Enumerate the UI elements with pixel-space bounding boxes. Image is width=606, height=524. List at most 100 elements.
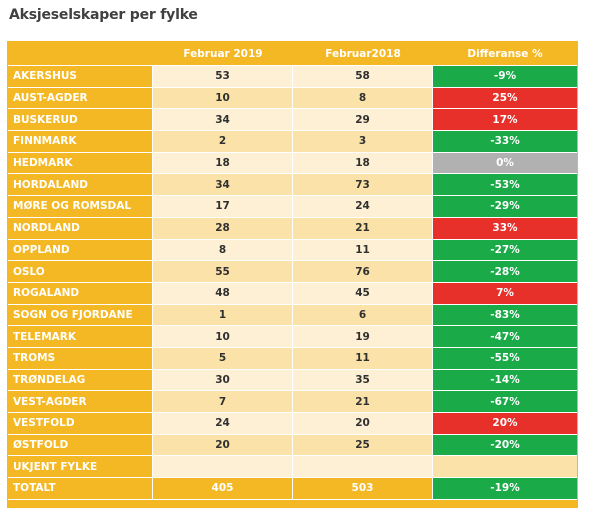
county-name: TROMS — [8, 347, 153, 370]
value-february-2018: 3 — [293, 131, 433, 153]
county-name: SOGN OG FJORDANE — [8, 304, 153, 327]
value-february-2018 — [293, 456, 433, 479]
table-row: BUSKERUD 34 29 17% — [8, 109, 577, 132]
value-february-2018: 21 — [293, 217, 433, 240]
difference-badge: -83% — [433, 304, 577, 327]
value-february-2019: 34 — [153, 174, 293, 197]
value-february-2018: 11 — [293, 239, 433, 262]
difference-badge: -20% — [433, 434, 577, 457]
value-february-2018: 18 — [293, 152, 433, 175]
value-february-2018: 76 — [293, 261, 433, 283]
value-february-2018: 45 — [293, 282, 433, 305]
table-row: AUST-AGDER 10 8 25% — [8, 87, 577, 110]
table-row: UKJENT FYLKE — [8, 456, 577, 479]
total-difference-badge: -19% — [433, 478, 577, 500]
table-row: OPPLAND 8 11 -27% — [8, 239, 577, 262]
county-name: HEDMARK — [8, 152, 153, 175]
value-february-2018: 24 — [293, 196, 433, 218]
value-february-2018: 73 — [293, 174, 433, 197]
table-row: VEST-AGDER 7 21 -67% — [8, 391, 577, 413]
value-february-2018: 58 — [293, 66, 433, 88]
county-name: AKERSHUS — [8, 66, 153, 88]
value-february-2019: 18 — [153, 152, 293, 175]
county-name: OSLO — [8, 261, 153, 283]
table-row: HORDALAND 34 73 -53% — [8, 174, 577, 197]
difference-badge: 0% — [433, 152, 577, 175]
value-february-2019: 10 — [153, 87, 293, 110]
difference-badge: -53% — [433, 174, 577, 197]
table-body: AKERSHUS 53 58 -9% AUST-AGDER 10 8 25% BUSKERUD 3… — [8, 66, 577, 500]
value-february-2019: 53 — [153, 66, 293, 88]
table-row: FINNMARK 2 3 -33% — [8, 131, 577, 153]
total-row: TOTALT 405 503 -19% — [8, 478, 577, 500]
table-row: MØRE OG ROMSDAL 17 24 -29% — [8, 196, 577, 218]
value-february-2019: 17 — [153, 196, 293, 218]
county-name: TELEMARK — [8, 326, 153, 348]
county-name: OPPLAND — [8, 239, 153, 262]
value-february-2018: 21 — [293, 391, 433, 413]
table-row: VESTFOLD 24 20 20% — [8, 413, 577, 435]
difference-badge: 7% — [433, 282, 577, 305]
table-row: TROMS 5 11 -55% — [8, 347, 577, 370]
table-row: ROGALAND 48 45 7% — [8, 282, 577, 305]
table-row: AKERSHUS 53 58 -9% — [8, 66, 577, 88]
county-name: VEST-AGDER — [8, 391, 153, 413]
table-row: TRØNDELAG 30 35 -14% — [8, 369, 577, 392]
header-february-2018: Februar2018 — [293, 43, 433, 66]
table-row: ØSTFOLD 20 25 -20% — [8, 434, 577, 457]
value-february-2018: 35 — [293, 369, 433, 392]
county-name: MØRE OG ROMSDAL — [8, 196, 153, 218]
value-february-2019: 34 — [153, 109, 293, 132]
value-february-2019: 24 — [153, 413, 293, 435]
value-february-2019: 48 — [153, 282, 293, 305]
difference-badge: -55% — [433, 347, 577, 370]
value-february-2018: 11 — [293, 347, 433, 370]
total-february-2018: 503 — [293, 478, 433, 500]
page-title: Aksjeselskaper per fylke — [9, 7, 198, 23]
county-name: HORDALAND — [8, 174, 153, 197]
county-name: ROGALAND — [8, 282, 153, 305]
table-row: HEDMARK 18 18 0% — [8, 152, 577, 175]
value-february-2018: 25 — [293, 434, 433, 457]
total-label: TOTALT — [8, 478, 153, 500]
table-row: TELEMARK 10 19 -47% — [8, 326, 577, 348]
county-name: ØSTFOLD — [8, 434, 153, 457]
table-row: SOGN OG FJORDANE 1 6 -83% — [8, 304, 577, 327]
difference-badge: -28% — [433, 261, 577, 283]
county-name: NORDLAND — [8, 217, 153, 240]
difference-badge: 17% — [433, 109, 577, 132]
value-february-2018: 20 — [293, 413, 433, 435]
difference-badge: -33% — [433, 131, 577, 153]
county-table: Februar 2019 Februar2018 Differanse % AK… — [8, 43, 577, 500]
table-row: OSLO 55 76 -28% — [8, 261, 577, 283]
value-february-2019: 8 — [153, 239, 293, 262]
value-february-2019: 30 — [153, 369, 293, 392]
difference-badge: -9% — [433, 66, 577, 88]
table-row: NORDLAND 28 21 33% — [8, 217, 577, 240]
county-name: UKJENT FYLKE — [8, 456, 153, 479]
county-name: BUSKERUD — [8, 109, 153, 132]
table-header-row: Februar 2019 Februar2018 Differanse % — [8, 43, 577, 66]
value-february-2019: 5 — [153, 347, 293, 370]
value-february-2019: 10 — [153, 326, 293, 348]
value-february-2018: 8 — [293, 87, 433, 110]
value-february-2019: 1 — [153, 304, 293, 327]
difference-badge: 33% — [433, 217, 577, 240]
header-february-2019: Februar 2019 — [153, 43, 293, 66]
difference-badge: -47% — [433, 326, 577, 348]
difference-badge: -29% — [433, 196, 577, 218]
value-february-2019: 7 — [153, 391, 293, 413]
value-february-2019: 20 — [153, 434, 293, 457]
difference-badge: -67% — [433, 391, 577, 413]
value-february-2019: 28 — [153, 217, 293, 240]
value-february-2018: 29 — [293, 109, 433, 132]
value-february-2019: 2 — [153, 131, 293, 153]
total-february-2019: 405 — [153, 478, 293, 500]
difference-badge — [433, 456, 577, 479]
value-february-2019: 55 — [153, 261, 293, 283]
difference-badge: -14% — [433, 369, 577, 392]
county-name: VESTFOLD — [8, 413, 153, 435]
difference-badge: 25% — [433, 87, 577, 110]
value-february-2018: 6 — [293, 304, 433, 327]
county-name: AUST-AGDER — [8, 87, 153, 110]
